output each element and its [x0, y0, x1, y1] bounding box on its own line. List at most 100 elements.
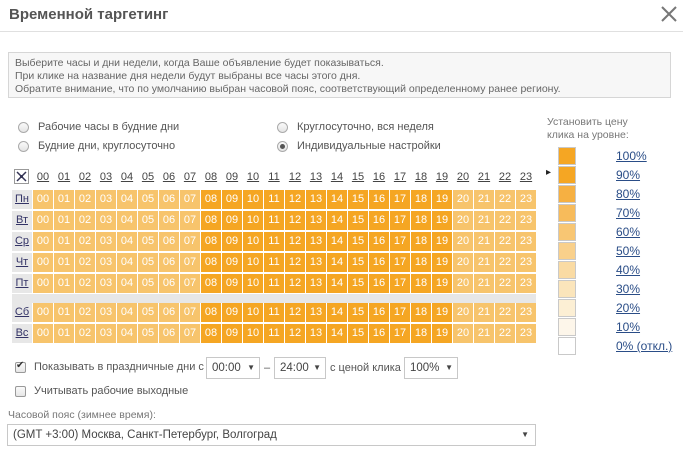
hour-cell[interactable]: 00 [33, 211, 53, 230]
price-level-link[interactable]: 10% [616, 320, 641, 334]
hour-cell[interactable]: 23 [516, 190, 536, 209]
holiday-price-select[interactable]: 100% ▼ [404, 357, 458, 379]
holidays-checkbox[interactable] [15, 360, 26, 373]
hour-cell[interactable]: 03 [96, 232, 116, 251]
price-level-box[interactable] [558, 185, 576, 203]
hour-header[interactable]: 09 [225, 171, 239, 183]
hour-header[interactable]: 13 [309, 171, 323, 183]
price-level-link[interactable]: 0% (откл.) [616, 339, 673, 353]
hour-cell[interactable]: 22 [495, 190, 515, 209]
hour-cell[interactable]: 11 [264, 274, 284, 293]
hour-cell[interactable]: 07 [180, 274, 200, 293]
hour-cell[interactable]: 07 [180, 232, 200, 251]
hour-cell[interactable]: 06 [159, 190, 179, 209]
price-level-link[interactable]: 20% [616, 301, 641, 315]
hour-cell[interactable]: 05 [138, 232, 158, 251]
price-level-link[interactable]: 80% [616, 187, 641, 201]
price-level-box[interactable] [558, 318, 576, 336]
preset-work-hours[interactable]: Рабочие часы в будние дни [18, 121, 179, 133]
hour-cell[interactable]: 04 [117, 303, 137, 322]
radio-icon[interactable] [18, 121, 29, 133]
hour-cell[interactable]: 11 [264, 324, 284, 343]
holiday-to-select[interactable]: 24:00 ▼ [274, 357, 326, 379]
hour-cell[interactable]: 11 [264, 190, 284, 209]
radio-icon[interactable] [18, 140, 29, 152]
hour-cell[interactable]: 22 [495, 303, 515, 322]
hour-cell[interactable]: 19 [432, 190, 452, 209]
hour-cell[interactable]: 11 [264, 211, 284, 230]
hour-cell[interactable]: 21 [474, 324, 494, 343]
hour-cell[interactable]: 14 [327, 232, 347, 251]
select-all-icon[interactable] [14, 169, 29, 184]
day-header[interactable]: Пт [12, 274, 32, 293]
hour-cell[interactable]: 03 [96, 274, 116, 293]
hour-cell[interactable]: 17 [390, 190, 410, 209]
hour-cell[interactable]: 04 [117, 274, 137, 293]
hour-cell[interactable]: 03 [96, 324, 116, 343]
hour-cell[interactable]: 11 [264, 232, 284, 251]
hour-cell[interactable]: 18 [411, 232, 431, 251]
hour-cell[interactable]: 23 [516, 303, 536, 322]
hour-header[interactable]: 19 [435, 171, 449, 183]
hour-cell[interactable]: 10 [243, 232, 263, 251]
hour-cell[interactable]: 13 [306, 232, 326, 251]
hour-cell[interactable]: 10 [243, 190, 263, 209]
price-level-link[interactable]: 40% [616, 263, 641, 277]
price-level-link[interactable]: 70% [616, 206, 641, 220]
hour-cell[interactable]: 02 [75, 324, 95, 343]
hour-cell[interactable]: 18 [411, 190, 431, 209]
hour-cell[interactable]: 03 [96, 303, 116, 322]
hour-cell[interactable]: 12 [285, 274, 305, 293]
hour-cell[interactable]: 02 [75, 253, 95, 272]
hour-cell[interactable]: 15 [348, 232, 368, 251]
hour-cell[interactable]: 00 [33, 232, 53, 251]
hour-cell[interactable]: 04 [117, 253, 137, 272]
hour-cell[interactable]: 06 [159, 324, 179, 343]
hour-cell[interactable]: 08 [201, 190, 221, 209]
hour-cell[interactable]: 20 [453, 190, 473, 209]
hour-cell[interactable]: 17 [390, 232, 410, 251]
hour-cell[interactable]: 04 [117, 324, 137, 343]
price-level-link[interactable]: 90% [616, 168, 641, 182]
hour-cell[interactable]: 12 [285, 211, 305, 230]
hour-header[interactable]: 03 [99, 171, 113, 183]
hour-cell[interactable]: 21 [474, 303, 494, 322]
hour-cell[interactable]: 14 [327, 303, 347, 322]
hour-cell[interactable]: 10 [243, 274, 263, 293]
hour-cell[interactable]: 09 [222, 324, 242, 343]
hour-cell[interactable]: 06 [159, 303, 179, 322]
hour-cell[interactable]: 18 [411, 274, 431, 293]
preset-custom[interactable]: Индивидуальные настройки [277, 140, 441, 152]
hour-cell[interactable]: 02 [75, 303, 95, 322]
hour-cell[interactable]: 20 [453, 232, 473, 251]
hour-cell[interactable]: 09 [222, 211, 242, 230]
hour-cell[interactable]: 00 [33, 190, 53, 209]
preset-weekdays-allday[interactable]: Будние дни, круглосуточно [18, 140, 175, 152]
hour-cell[interactable]: 15 [348, 324, 368, 343]
hour-cell[interactable]: 01 [54, 324, 74, 343]
hour-cell[interactable]: 05 [138, 274, 158, 293]
hour-cell[interactable]: 22 [495, 253, 515, 272]
hour-header[interactable]: 16 [372, 171, 386, 183]
holidays-row[interactable]: Показывать в праздничные дни с [15, 360, 204, 373]
hour-cell[interactable]: 02 [75, 274, 95, 293]
hour-cell[interactable]: 22 [495, 324, 515, 343]
hour-cell[interactable]: 19 [432, 274, 452, 293]
hour-cell[interactable]: 14 [327, 324, 347, 343]
hour-cell[interactable]: 06 [159, 274, 179, 293]
hour-cell[interactable]: 01 [54, 274, 74, 293]
hour-cell[interactable]: 20 [453, 274, 473, 293]
hour-cell[interactable]: 16 [369, 274, 389, 293]
hour-cell[interactable]: 16 [369, 324, 389, 343]
hour-cell[interactable]: 04 [117, 211, 137, 230]
hour-cell[interactable]: 12 [285, 190, 305, 209]
hour-cell[interactable]: 06 [159, 253, 179, 272]
hour-header[interactable]: 17 [393, 171, 407, 183]
hour-cell[interactable]: 14 [327, 253, 347, 272]
hour-cell[interactable]: 23 [516, 253, 536, 272]
hour-cell[interactable]: 18 [411, 324, 431, 343]
hour-cell[interactable]: 00 [33, 303, 53, 322]
hour-cell[interactable]: 21 [474, 232, 494, 251]
hour-cell[interactable]: 18 [411, 211, 431, 230]
hour-header[interactable]: 18 [414, 171, 428, 183]
